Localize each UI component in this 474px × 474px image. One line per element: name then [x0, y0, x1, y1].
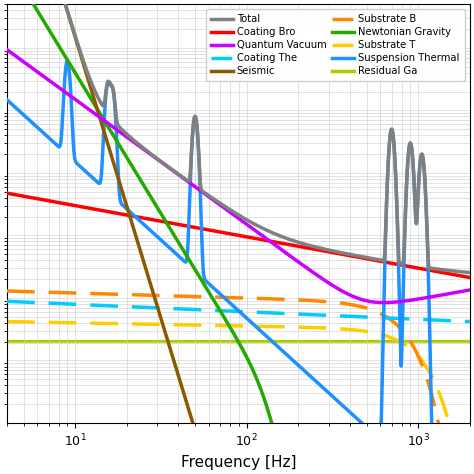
- X-axis label: Frequency [Hz]: Frequency [Hz]: [181, 455, 296, 470]
- Legend: Total, Coating Bro, Quantum Vacuum, Coating The, Seismic, Substrate B, Newtonian: Total, Coating Bro, Quantum Vacuum, Coat…: [206, 9, 465, 81]
